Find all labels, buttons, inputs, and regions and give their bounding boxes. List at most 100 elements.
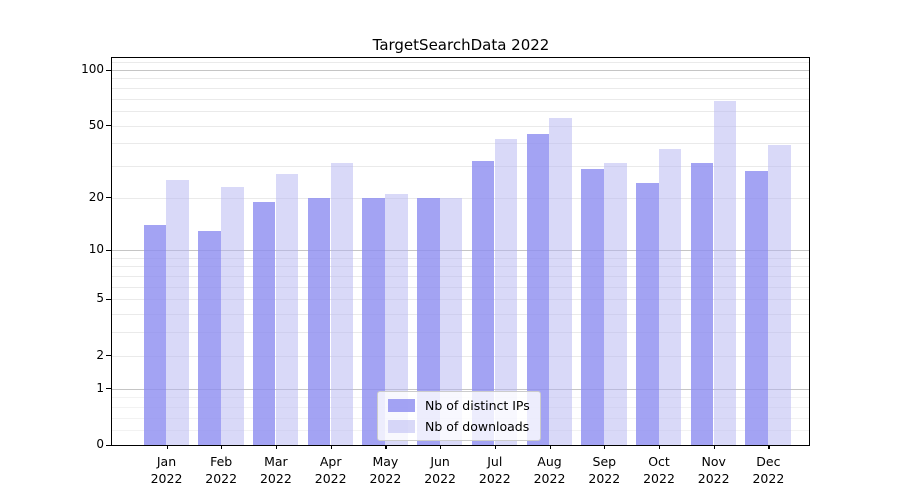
minor-gridline — [112, 62, 809, 64]
bar-distinct-ips — [471, 160, 495, 445]
x-tick — [659, 445, 661, 449]
legend-swatch-downloads — [388, 420, 415, 433]
x-tick-month: Dec — [756, 454, 781, 469]
x-tick-label: Jan 2022 — [151, 453, 183, 487]
x-tick-month: Jul — [487, 454, 503, 469]
y-tick — [106, 69, 111, 71]
x-tick-label: Nov 2022 — [698, 453, 730, 487]
x-tick-year: 2022 — [588, 471, 621, 486]
x-tick-label: Jul 2022 — [479, 453, 511, 487]
y-tick-label: 1 — [96, 380, 104, 395]
x-tick — [768, 445, 770, 449]
x-tick-month: Apr — [319, 454, 342, 469]
bar-downloads — [549, 117, 572, 445]
legend-label-distinct-ips: Nb of distinct IPs — [425, 398, 530, 413]
x-tick — [549, 445, 551, 449]
minor-gridline — [112, 87, 809, 89]
x-tick-year: 2022 — [643, 471, 675, 486]
x-tick — [221, 445, 223, 449]
x-tick-year: 2022 — [697, 471, 730, 486]
bar-distinct-ips — [636, 183, 659, 445]
x-tick-month: Nov — [701, 454, 726, 469]
bar-distinct-ips — [307, 197, 331, 445]
x-tick-year: 2022 — [424, 471, 456, 486]
bar-downloads — [439, 197, 463, 445]
bar-downloads — [494, 139, 518, 445]
bar-downloads — [275, 174, 299, 445]
y-tick — [106, 125, 111, 127]
bar-distinct-ips — [417, 197, 440, 445]
legend-item-distinct-ips: Nb of distinct IPs — [388, 398, 530, 413]
x-tick-month: Mar — [264, 454, 288, 469]
x-tick — [330, 445, 332, 449]
bar-downloads — [658, 149, 682, 445]
bar-downloads — [713, 100, 736, 445]
bar-downloads — [166, 180, 189, 445]
bar-distinct-ips — [581, 168, 604, 445]
y-tick — [106, 249, 111, 251]
major-gridline — [112, 70, 809, 71]
y-tick-label: 100 — [81, 62, 104, 76]
y-tick-label: 0 — [96, 437, 104, 451]
minor-gridline — [112, 78, 809, 80]
y-tick-label: 5 — [96, 291, 104, 306]
y-tick — [106, 197, 111, 199]
x-tick-label: Apr 2022 — [315, 453, 347, 487]
x-tick-label: Jun 2022 — [424, 453, 456, 487]
x-tick-year: 2022 — [478, 471, 511, 486]
bar-distinct-ips — [252, 201, 276, 445]
y-tick-label: 2 — [96, 347, 104, 362]
x-tick-year: 2022 — [314, 471, 347, 486]
x-tick — [440, 445, 442, 449]
x-tick — [166, 445, 168, 449]
y-tick — [106, 388, 111, 390]
y-tick — [106, 444, 111, 446]
plot-area: 0 1 2 5 10 20 50 100 Jan 2022 Feb 2022 Mar 2022 Apr 202… — [81, 57, 810, 486]
x-tick-label: Oct 2022 — [643, 453, 675, 487]
bar-downloads — [221, 186, 244, 445]
bar-downloads — [385, 193, 408, 445]
x-tick-year: 2022 — [150, 471, 183, 486]
x-tick-month: Oct — [648, 454, 670, 469]
x-tick-year: 2022 — [205, 471, 238, 486]
x-tick — [604, 445, 606, 449]
bar-downloads — [330, 163, 353, 445]
x-tick-month: Aug — [537, 454, 562, 469]
minor-gridline — [112, 98, 809, 100]
x-tick-label: Feb 2022 — [205, 453, 237, 487]
y-tick-label: 20 — [88, 189, 104, 204]
x-tick-month: May — [372, 454, 399, 469]
x-tick — [494, 445, 496, 449]
minor-gridline — [112, 125, 809, 127]
x-tick-label: May 2022 — [369, 453, 401, 487]
x-tick — [275, 445, 278, 449]
legend-label-downloads: Nb of downloads — [425, 419, 530, 434]
x-tick-month: Sep — [592, 454, 617, 469]
bar-distinct-ips — [362, 197, 385, 445]
legend-swatch-distinct-ips — [388, 399, 415, 412]
bar-downloads — [768, 145, 791, 445]
x-tick — [385, 445, 387, 449]
x-tick-label: Sep 2022 — [588, 453, 620, 487]
x-tick-year: 2022 — [752, 471, 785, 486]
x-tick-year: 2022 — [259, 471, 292, 486]
chart-title: TargetSearchData 2022 — [372, 36, 550, 54]
x-tick-year: 2022 — [369, 471, 402, 486]
x-tick-month: Feb — [210, 454, 233, 469]
x-tick-month: Jan — [156, 454, 177, 469]
x-tick — [713, 445, 715, 449]
x-tick-label: Dec 2022 — [752, 453, 784, 487]
bar-downloads — [604, 163, 627, 445]
bar-distinct-ips — [143, 224, 166, 445]
bar-distinct-ips — [745, 171, 768, 445]
x-tick-month: Jun — [430, 454, 450, 469]
bar-distinct-ips — [690, 163, 714, 445]
legend: Nb of distinct IPs Nb of downloads — [377, 391, 541, 441]
y-tick — [106, 355, 111, 357]
y-tick-label: 50 — [88, 117, 104, 132]
legend-item-downloads: Nb of downloads — [388, 419, 530, 434]
x-tick-label: Mar 2022 — [260, 453, 292, 487]
minor-gridline — [112, 143, 809, 145]
bar-distinct-ips — [198, 230, 221, 445]
